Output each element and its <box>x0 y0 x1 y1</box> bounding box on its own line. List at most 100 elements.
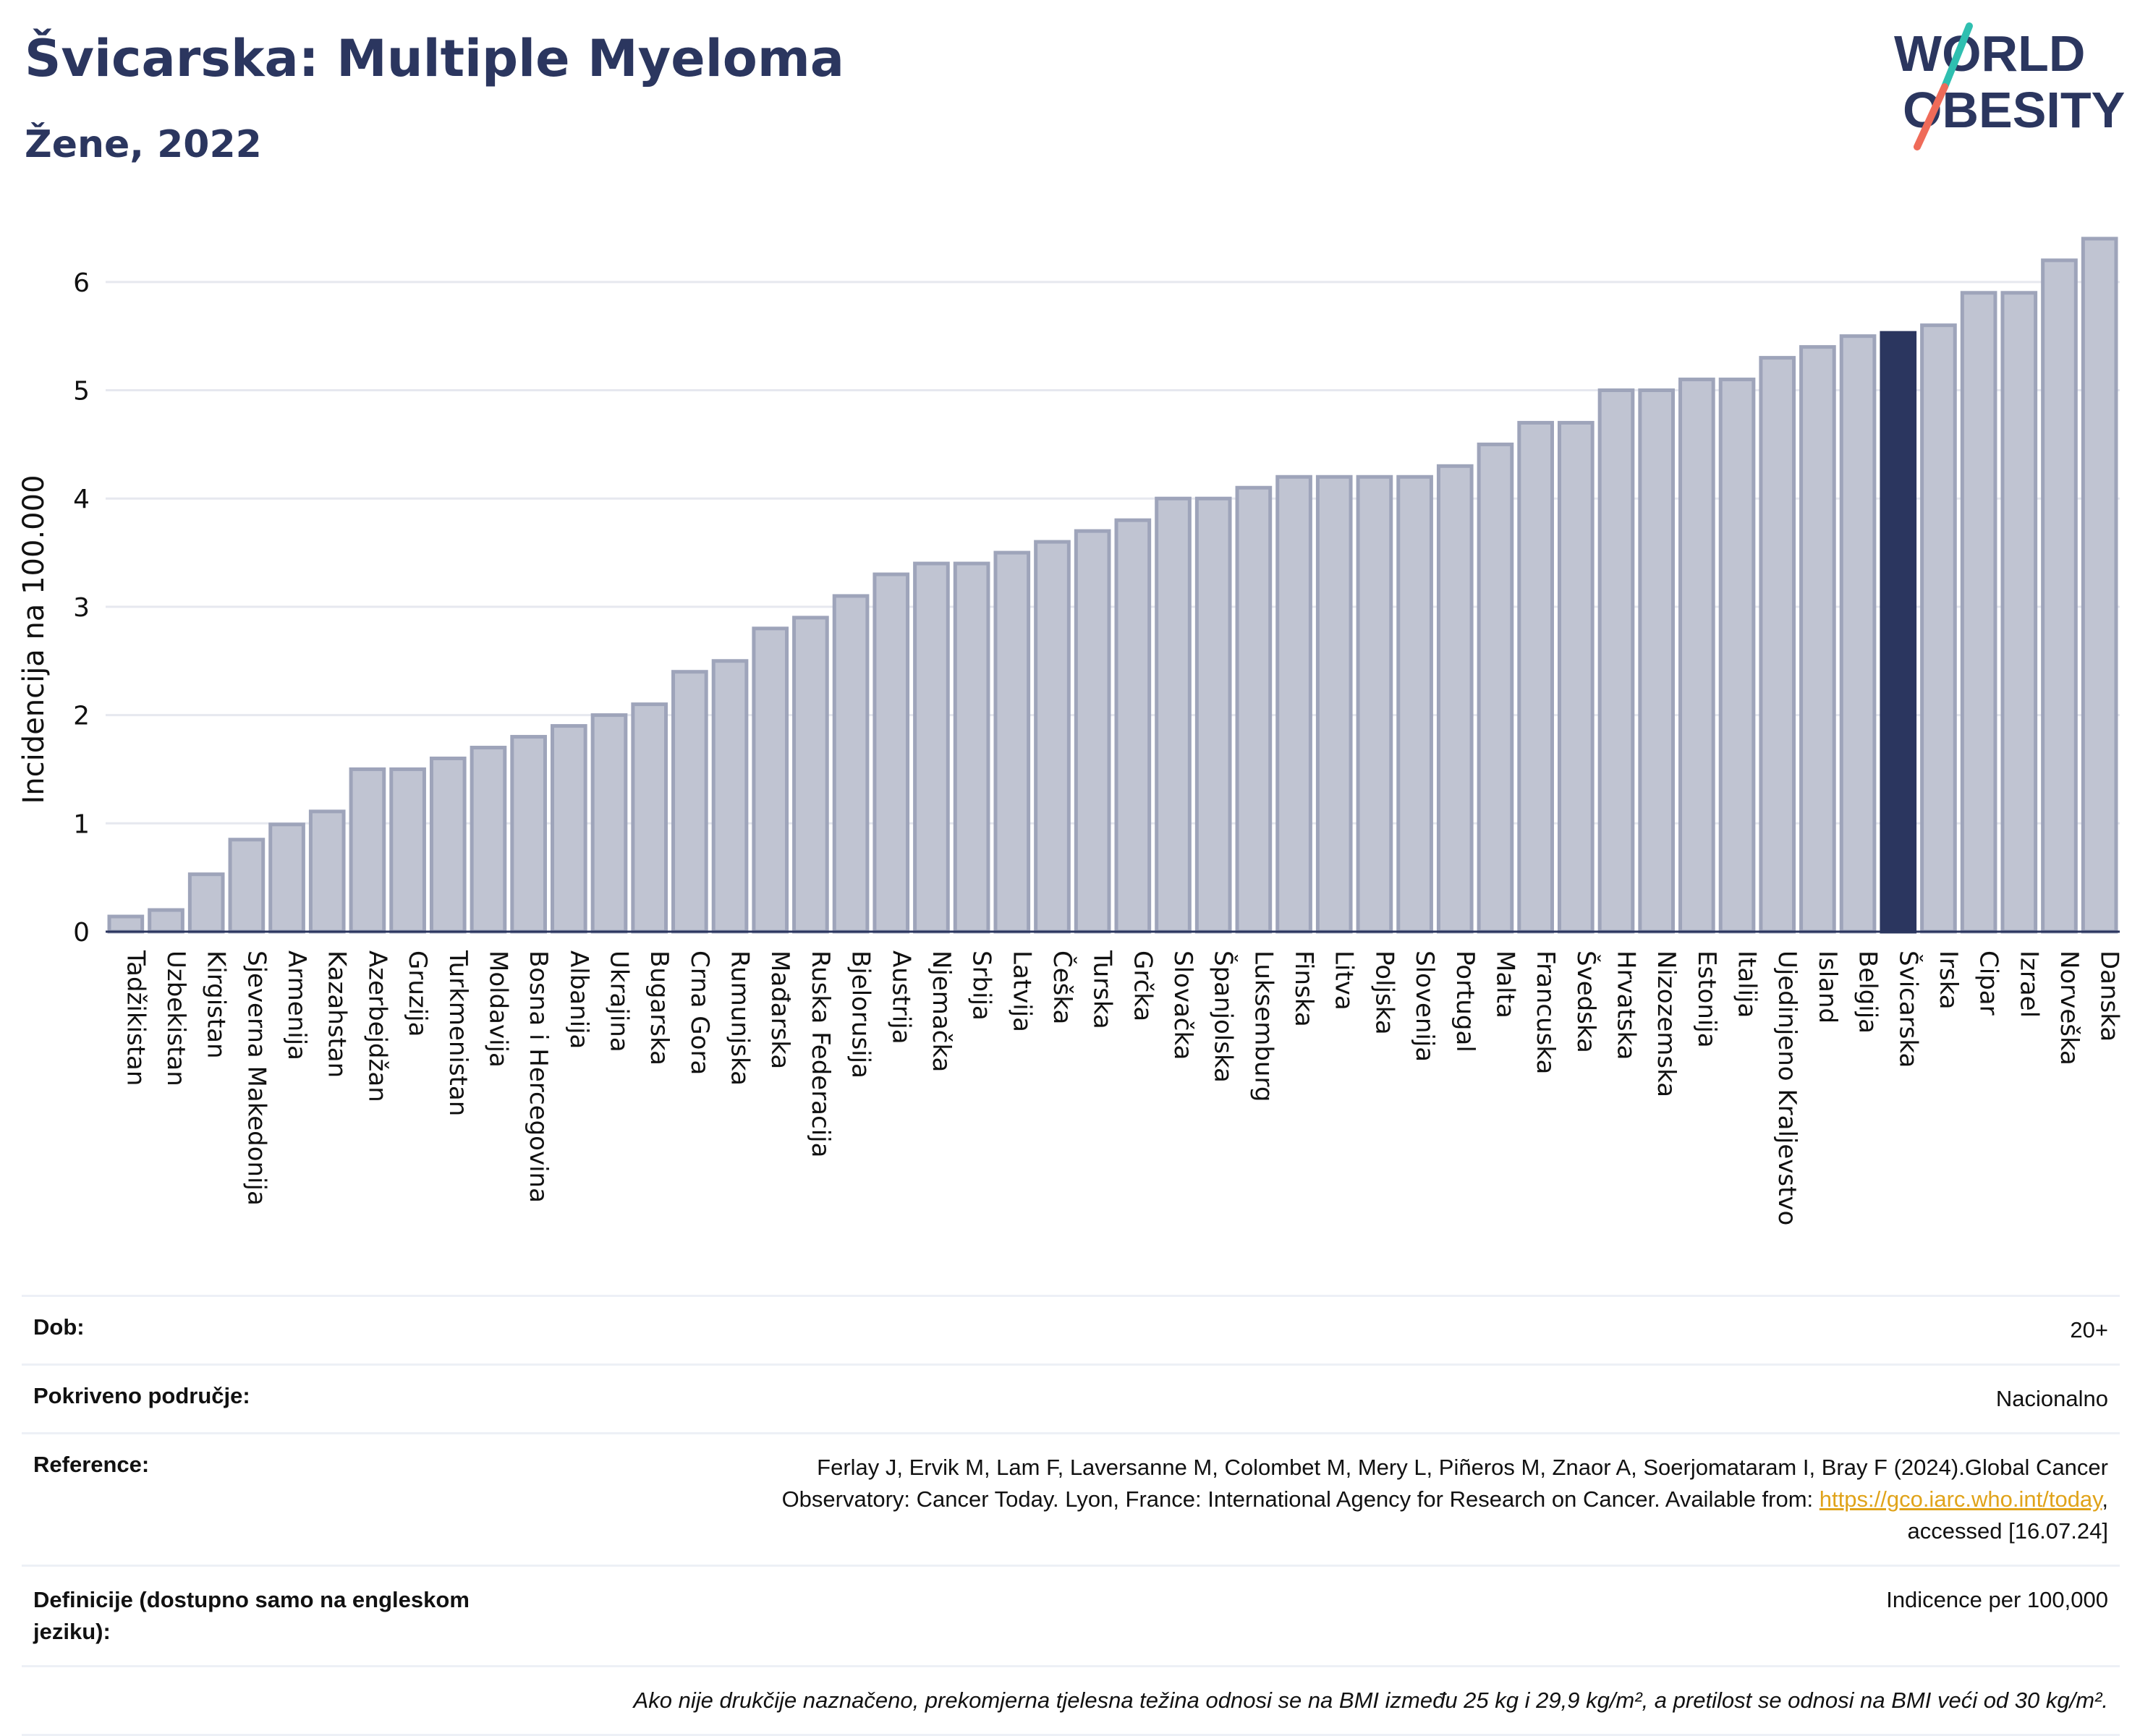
bar-bugarska[interactable] <box>631 702 668 934</box>
bar-francuska[interactable] <box>1517 420 1554 934</box>
chart-subtitle: Žene, 2022 <box>25 123 262 166</box>
x-tick-label: Cipar <box>1974 950 2003 1016</box>
bar-poljska[interactable] <box>1356 475 1393 934</box>
bar-norveška[interactable] <box>2041 258 2078 934</box>
x-tick-label: Azerbejdžan <box>362 950 391 1102</box>
x-tick-label: Slovenija <box>1410 950 1439 1062</box>
x-tick-label: Hrvatska <box>1612 950 1641 1060</box>
bar-ujedinjeno-kraljevstvo[interactable] <box>1759 356 1796 934</box>
bar-turkmenistan[interactable] <box>429 756 467 934</box>
bar-belgija[interactable] <box>1839 334 1877 934</box>
coverage-value: Nacionalno <box>1995 1386 2108 1411</box>
bar-luksemburg[interactable] <box>1235 485 1273 934</box>
bar-kazahstan[interactable] <box>308 809 346 934</box>
x-tick-label: Srbija <box>967 950 996 1021</box>
info-row-definitions: Definicije (dostupno samo na engleskom j… <box>22 1565 2120 1665</box>
bar-slovenija[interactable] <box>1396 475 1433 934</box>
bar-island[interactable] <box>1799 345 1836 934</box>
bar-turska[interactable] <box>1074 529 1111 934</box>
x-tick-label: Italija <box>1733 950 1762 1018</box>
x-tick-label: Tadžikistan <box>121 950 150 1086</box>
bar-srbija[interactable] <box>953 561 990 934</box>
bar-crna-gora[interactable] <box>671 670 708 934</box>
x-tick-label: Španjolska <box>1209 950 1239 1083</box>
bar-ruska-federacija[interactable] <box>792 616 829 934</box>
bar-litva[interactable] <box>1315 475 1353 934</box>
bar-latvija[interactable] <box>993 550 1031 934</box>
x-tick-label: Finska <box>1289 950 1318 1027</box>
y-tick-label: 4 <box>73 485 90 514</box>
bar-irska[interactable] <box>1920 323 1957 934</box>
x-tick-label: Češka <box>1048 950 1077 1024</box>
reference-line2: Observatory: Cancer Today. Lyon, France:… <box>781 1486 1820 1512</box>
bar-albanija[interactable] <box>550 724 587 934</box>
x-tick-label: Mađarska <box>765 950 794 1069</box>
bar-hrvatska[interactable] <box>1597 388 1635 934</box>
x-tick-label: Turkmenistan <box>443 950 472 1116</box>
bar-austrija[interactable] <box>872 572 910 934</box>
bar-finska[interactable] <box>1275 475 1312 934</box>
bar-moldavija[interactable] <box>470 746 507 934</box>
bar-gruzija[interactable] <box>389 767 426 934</box>
bar-danska[interactable] <box>2081 237 2118 934</box>
x-tick-label: Albanija <box>564 950 593 1049</box>
bar-malta[interactable] <box>1477 442 1514 934</box>
x-tick-label: Ruska Federacija <box>806 950 835 1157</box>
info-table: Dob: 20+ Pokriveno područje: Nacionalno … <box>22 1295 2120 1736</box>
bar-švedska[interactable] <box>1557 420 1595 934</box>
definitions-value: Indicence per 100,000 <box>1886 1587 2108 1612</box>
bar-bosna-i-hercegovina[interactable] <box>510 735 547 934</box>
bar-armenija[interactable] <box>268 822 305 934</box>
x-tick-label: Poljska <box>1370 950 1398 1035</box>
bar-cipar[interactable] <box>1960 291 1997 934</box>
bar-azerbejdžan[interactable] <box>349 767 386 934</box>
info-row-age: Dob: 20+ <box>22 1295 2120 1363</box>
x-tick-label: Kirgistan <box>202 950 231 1059</box>
bar-ukrajina[interactable] <box>590 713 628 934</box>
reference-link[interactable]: https://gco.iarc.who.int/today <box>1819 1486 2102 1512</box>
x-tick-label: Norveška <box>2055 950 2084 1065</box>
bar-sjeverna-makedonija[interactable] <box>228 838 266 934</box>
y-axis-label: Incidencija na 100.000 <box>17 475 51 804</box>
y-tick-label: 6 <box>73 268 90 298</box>
age-label: Dob: <box>33 1314 85 1340</box>
info-row-note: Ako nije drukčije naznačeno, prekomjerna… <box>22 1665 2120 1736</box>
bar-bjelorusija[interactable] <box>832 594 870 934</box>
y-axis-ticks: 0 1 2 3 4 5 6 <box>73 268 90 948</box>
bar-uzbekistan[interactable] <box>148 908 184 934</box>
bar-češka[interactable] <box>1034 540 1071 934</box>
bar-mađarska[interactable] <box>752 626 789 934</box>
chart-title: Švicarska: Multiple Myeloma <box>25 29 845 88</box>
x-tick-label: Bugarska <box>645 950 674 1065</box>
bar-švicarska[interactable] <box>1880 331 1917 934</box>
bar-izrael[interactable] <box>2000 291 2038 934</box>
y-tick-label: 3 <box>73 593 90 623</box>
reference-line2-end: , <box>2102 1486 2108 1512</box>
x-tick-label: Švicarska <box>1893 950 1923 1068</box>
x-tick-label: Grčka <box>1128 950 1157 1021</box>
bar-tadžikistan[interactable] <box>107 914 145 934</box>
bar-kirgistan[interactable] <box>187 872 225 934</box>
bars <box>107 237 2118 934</box>
bar-italija[interactable] <box>1718 378 1756 934</box>
x-tick-label: Portugal <box>1451 950 1479 1052</box>
bar-španjolska[interactable] <box>1194 496 1232 934</box>
bar-njemačka[interactable] <box>913 561 950 934</box>
x-tick-label: Austrija <box>886 950 915 1044</box>
bar-rumunjska[interactable] <box>711 659 749 934</box>
x-tick-label: Izrael <box>2014 950 2043 1018</box>
x-tick-label: Kazahstan <box>323 950 352 1078</box>
bar-grčka[interactable] <box>1114 518 1152 934</box>
info-row-coverage: Pokriveno područje: Nacionalno <box>22 1363 2120 1432</box>
bar-slovačka[interactable] <box>1155 496 1192 934</box>
bar-nizozemska[interactable] <box>1638 388 1676 934</box>
bar-estonija[interactable] <box>1678 378 1715 934</box>
logo-text-world: WORLD <box>1894 25 2085 82</box>
logo-slash-teal <box>1941 22 1973 90</box>
bar-portugal[interactable] <box>1436 464 1474 934</box>
x-tick-label: Malta <box>1490 950 1519 1018</box>
definitions-label: Definicije (dostupno samo na engleskom j… <box>33 1587 470 1644</box>
x-tick-label: Sjeverna Makedonija <box>242 950 271 1206</box>
x-tick-label: Nizozemska <box>1652 950 1681 1097</box>
x-tick-label: Uzbekistan <box>161 950 190 1086</box>
